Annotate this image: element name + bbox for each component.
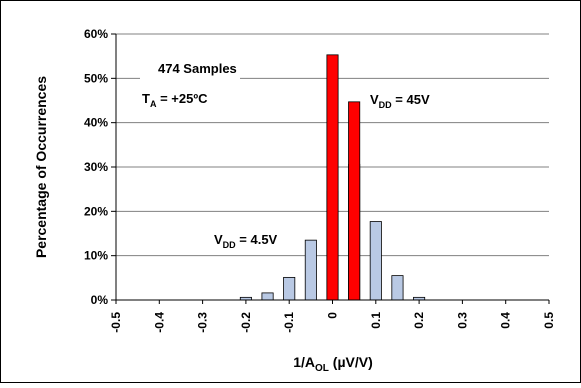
x-axis-title-base: 1/A — [293, 354, 315, 370]
y-tick-label: 10% — [84, 249, 108, 263]
x-tick-label: 0.1 — [369, 312, 383, 329]
y-tick-label: 20% — [84, 204, 108, 218]
x-tick-label: -0.1 — [282, 312, 296, 333]
axes — [111, 33, 550, 304]
y-tick-labels: 0% 10% 20% 30% 40% 50% 60% — [84, 27, 108, 307]
y-axis-title: Percentage of Occurrences — [33, 76, 49, 258]
x-tick-label: -0.4 — [152, 312, 166, 333]
vdd-low-base: V — [214, 232, 223, 247]
x-tick-label: 0.2 — [412, 312, 426, 329]
vdd-low-sub: DD — [223, 240, 236, 250]
bar — [348, 101, 361, 301]
x-tick-label: -0.5 — [109, 312, 123, 333]
bar — [283, 276, 296, 301]
vdd-high-base: V — [370, 92, 379, 107]
annotation-box — [140, 52, 240, 114]
x-tick-label: 0.4 — [499, 312, 513, 329]
bar — [304, 239, 317, 301]
bar — [369, 221, 382, 301]
x-tick-label: 0.3 — [455, 312, 469, 329]
samples-annotation: 474 Samples — [158, 61, 237, 76]
vdd-high-rest: = 45V — [392, 92, 430, 107]
y-tick-label: 30% — [84, 160, 108, 174]
x-tick-label: 0 — [326, 312, 340, 319]
vdd-high-box — [368, 88, 448, 110]
vdd-low-annotation: VDD = 4.5V — [214, 232, 278, 250]
bar — [261, 292, 274, 301]
vdd-high-sub: DD — [379, 100, 392, 110]
y-tick-label: 0% — [91, 293, 109, 307]
vdd-high-annotation: VDD = 45V — [370, 92, 430, 110]
temp-base: T — [142, 91, 150, 106]
vdd-low-box — [212, 229, 298, 251]
y-tick-label: 60% — [84, 27, 108, 41]
x-tick-label: -0.3 — [196, 312, 210, 333]
x-axis-title: 1/AOL (µV/V) — [293, 354, 373, 374]
bar — [326, 54, 339, 301]
temperature-annotation: TA = +25ºC — [142, 91, 208, 109]
x-tick-labels: -0.5 -0.4 -0.3 -0.2 -0.1 0 0.1 0.2 0.3 0.4 0.5 — [109, 312, 556, 333]
y-tick-label: 40% — [84, 116, 108, 130]
bar — [391, 275, 404, 301]
bars — [239, 54, 426, 301]
temp-sub: A — [150, 99, 157, 109]
x-tick-label: -0.2 — [239, 312, 253, 333]
x-axis-title-rest: (µV/V) — [329, 354, 373, 370]
vdd-low-rest: = 4.5V — [236, 232, 278, 247]
x-tick-label: 0.5 — [542, 312, 556, 329]
x-axis-title-sub: OL — [315, 363, 329, 374]
y-tick-label: 50% — [84, 71, 108, 85]
temp-rest: = +25ºC — [156, 91, 208, 106]
